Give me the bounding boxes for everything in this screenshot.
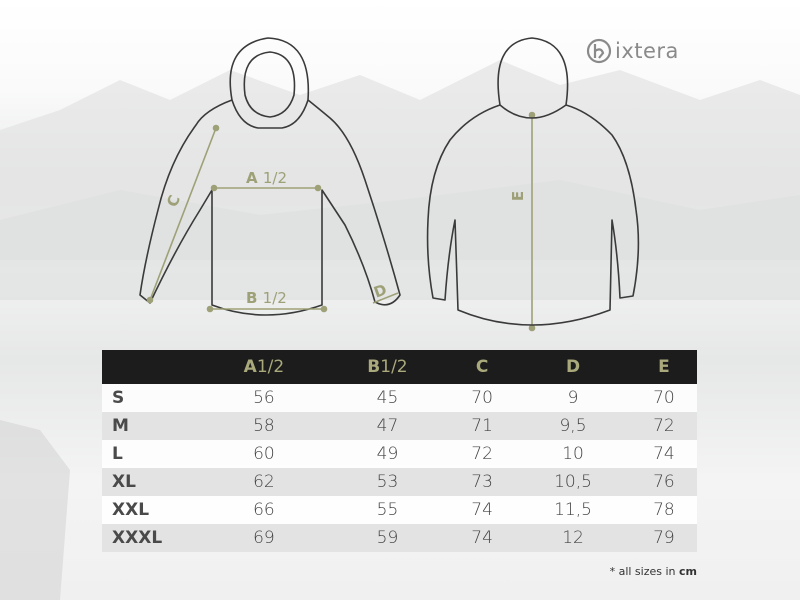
header-c: C: [449, 350, 516, 384]
table-row: M 58 47 71 9,5 72: [102, 412, 697, 440]
measurement-cell: 56: [202, 384, 326, 412]
measurement-cell: 11,5: [515, 496, 631, 524]
table-row: XXXL 69 59 74 12 79: [102, 524, 697, 552]
measurement-cell: 45: [325, 384, 450, 412]
measurement-cell: 59: [325, 524, 450, 552]
table-row: S 56 45 70 9 70: [102, 384, 697, 412]
measurement-cell: 74: [449, 524, 516, 552]
measurement-cell: 47: [325, 412, 450, 440]
measurement-cell: 76: [630, 468, 697, 496]
measurement-cell: 9: [515, 384, 631, 412]
measurement-cell: 74: [449, 496, 516, 524]
dimension-b-label: B 1/2: [246, 289, 287, 307]
size-table-header: A1/2 B1/2 C D E: [102, 350, 697, 384]
measurement-cell: 53: [325, 468, 450, 496]
header-a: A1/2: [202, 350, 326, 384]
size-label: XL: [102, 468, 202, 496]
dimension-e-label: E: [509, 190, 528, 202]
ixtera-logo-icon: [586, 38, 612, 64]
size-table: A1/2 B1/2 C D E S 56 45 70 9 70 M 58 47 71 9,5 72 L 6…: [102, 350, 697, 552]
table-row: XXL 66 55 74 11,5 78: [102, 496, 697, 524]
size-label: M: [102, 412, 202, 440]
measurement-cell: 66: [202, 496, 326, 524]
brand-logo: ixtera: [586, 38, 679, 64]
table-row: XL 62 53 73 10,5 76: [102, 468, 697, 496]
measurement-cell: 55: [325, 496, 450, 524]
measurement-cell: 10,5: [515, 468, 631, 496]
measurement-cell: 49: [325, 440, 450, 468]
measurement-cell: 71: [449, 412, 516, 440]
measurement-cell: 79: [630, 524, 697, 552]
measurement-cell: 10: [515, 440, 631, 468]
measurement-cell: 69: [202, 524, 326, 552]
brand-name: ixtera: [615, 39, 679, 63]
measurement-cell: 62: [202, 468, 326, 496]
header-d: D: [515, 350, 631, 384]
header-size: [102, 350, 202, 384]
size-label: L: [102, 440, 202, 468]
measurement-cell: 70: [630, 384, 697, 412]
measurement-cell: 60: [202, 440, 326, 468]
header-e: E: [630, 350, 697, 384]
measurement-cell: 72: [630, 412, 697, 440]
dimension-a-label: A 1/2: [246, 169, 287, 187]
jacket-front-diagram: [139, 37, 640, 332]
units-footnote: * all sizes in cm: [609, 565, 697, 578]
size-label: XXXL: [102, 524, 202, 552]
size-label: S: [102, 384, 202, 412]
measurement-cell: 78: [630, 496, 697, 524]
measurement-cell: 73: [449, 468, 516, 496]
header-b: B1/2: [325, 350, 450, 384]
measurement-cell: 72: [449, 440, 516, 468]
table-row: L 60 49 72 10 74: [102, 440, 697, 468]
measurement-cell: 70: [449, 384, 516, 412]
measurement-cell: 58: [202, 412, 326, 440]
measurement-cell: 74: [630, 440, 697, 468]
measurement-cell: 9,5: [515, 412, 631, 440]
measurement-cell: 12: [515, 524, 631, 552]
size-label: XXL: [102, 496, 202, 524]
